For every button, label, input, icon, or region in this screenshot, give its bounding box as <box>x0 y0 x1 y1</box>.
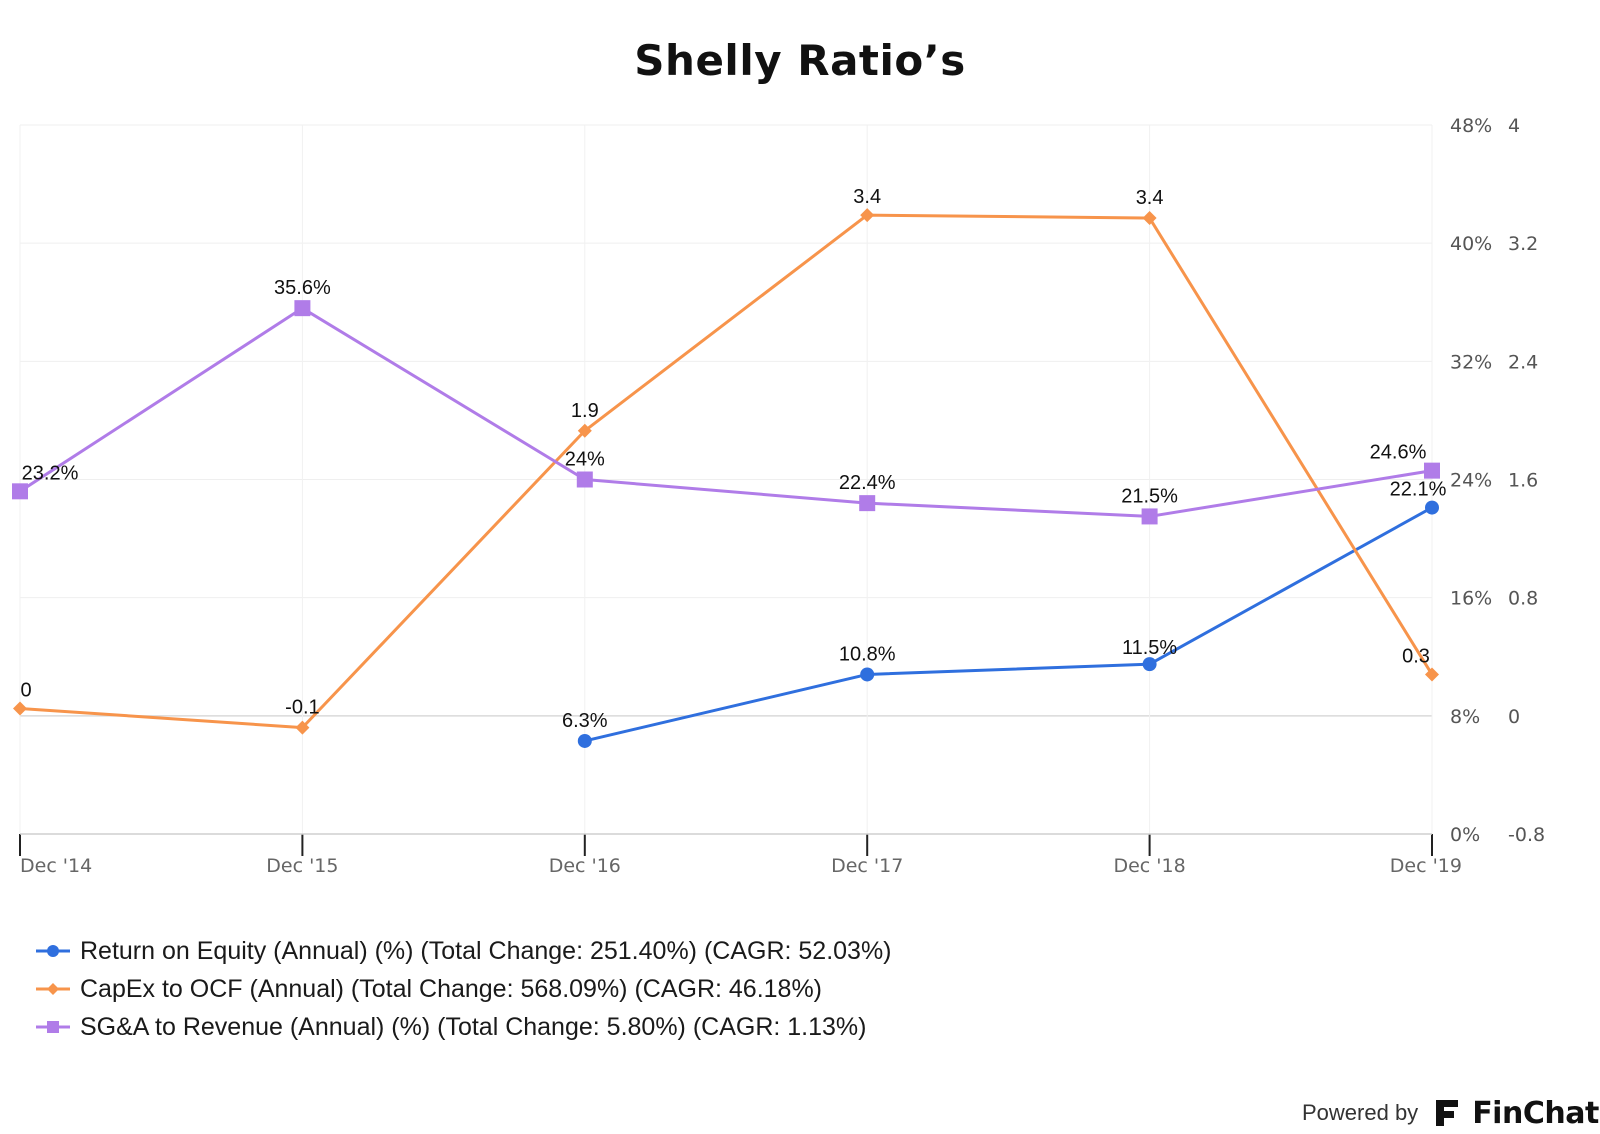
left-y-tick-label: 32% <box>1450 351 1492 373</box>
x-axis-tick-label: Dec '17 <box>831 855 903 877</box>
data-label: 10.8% <box>839 643 896 665</box>
legend-item[interactable]: SG&A to Revenue (Annual) (%) (Total Chan… <box>36 1008 892 1046</box>
data-label: 6.3% <box>562 710 608 732</box>
legend-item-label: CapEx to OCF (Annual) (Total Change: 568… <box>80 974 823 1003</box>
right-y-tick-label: 0 <box>1508 706 1520 728</box>
data-point <box>1424 462 1440 479</box>
right-y-tick-label: 4 <box>1508 115 1520 137</box>
legend-swatch-icon <box>36 983 70 995</box>
series-line <box>584 506 1433 743</box>
data-label: 11.5% <box>1122 637 1177 659</box>
data-label: 35.6% <box>274 277 331 299</box>
data-point <box>577 423 592 438</box>
right-y-tick-label: 2.4 <box>1508 351 1538 373</box>
chart-title: Shelly Ratio’s <box>634 36 966 85</box>
series-lines <box>12 208 1440 748</box>
finchat-logo-icon <box>1436 1100 1459 1126</box>
data-label: 23.2% <box>22 462 79 484</box>
legend: Return on Equity (Annual) (%) (Total Cha… <box>36 932 892 1046</box>
legend-swatch-icon <box>36 945 70 957</box>
data-label: 3.4 <box>1136 187 1164 209</box>
data-label: 22.4% <box>839 472 896 494</box>
x-axis-tick-label: Dec '18 <box>1113 855 1185 877</box>
data-point <box>13 701 27 716</box>
left-y-tick-label: 40% <box>1450 233 1492 255</box>
x-axis-tick-label: Dec '14 <box>20 855 92 877</box>
legend-item[interactable]: CapEx to OCF (Annual) (Total Change: 568… <box>36 970 892 1008</box>
x-axis-tick-label: Dec '15 <box>266 855 338 877</box>
data-point <box>860 208 875 223</box>
data-point <box>1425 500 1439 515</box>
data-label: 22.1% <box>1390 479 1447 501</box>
series-line <box>19 306 1433 518</box>
data-point <box>1142 211 1157 226</box>
data-label: 24% <box>565 449 605 471</box>
legend-item-label: SG&A to Revenue (Annual) (%) (Total Chan… <box>80 1012 867 1041</box>
data-point <box>577 733 592 748</box>
axes: 48% 4 40% 3.2 32% 2.4 24% 1.6 16% 0.8 8% 0 0% -0.8 Dec… <box>19 115 1545 877</box>
right-y-tick-label: -0.8 <box>1508 824 1545 846</box>
left-y-tick-label: 48% <box>1450 115 1492 137</box>
right-y-tick-label: 0.8 <box>1508 588 1538 610</box>
grid-lines <box>19 124 1433 835</box>
data-point <box>12 483 28 500</box>
data-point <box>294 300 311 317</box>
left-y-tick-label: 8% <box>1450 706 1480 728</box>
legend-swatch-icon <box>36 1021 70 1033</box>
data-point <box>576 471 593 488</box>
right-y-tick-label: 1.6 <box>1508 470 1538 492</box>
data-labels: 6.3% 10.8% 11.5% 22.1% 0 -0.1 1.9 3.4 3.4 0.3 23.2… <box>20 186 1446 732</box>
data-point <box>295 720 310 735</box>
finchat-brand-name: FinChat <box>1472 1095 1599 1131</box>
data-point <box>1425 667 1439 682</box>
data-point <box>859 495 876 512</box>
data-label: 24.6% <box>1370 442 1427 464</box>
x-axis-tick-label: Dec '19 <box>1390 855 1462 877</box>
x-axis-tick-label: Dec '16 <box>549 855 621 877</box>
legend-item-label: Return on Equity (Annual) (%) (Total Cha… <box>80 936 892 965</box>
right-y-tick-label: 3.2 <box>1508 233 1538 255</box>
data-label: 1.9 <box>571 400 599 422</box>
left-y-tick-label: 0% <box>1450 824 1480 846</box>
powered-by-footer: Powered by FinChat <box>1302 1093 1599 1133</box>
data-label: 0 <box>20 679 31 701</box>
data-label: 3.4 <box>853 186 881 208</box>
legend-item[interactable]: Return on Equity (Annual) (%) (Total Cha… <box>36 932 892 970</box>
data-label: 21.5% <box>1121 485 1178 507</box>
data-label: -0.1 <box>285 697 319 719</box>
series-line <box>19 213 1434 730</box>
data-point <box>1142 657 1157 672</box>
data-point <box>860 667 875 682</box>
left-y-tick-label: 16% <box>1450 588 1492 610</box>
powered-by-text: Powered by <box>1302 1100 1419 1125</box>
left-y-tick-label: 24% <box>1450 470 1492 492</box>
data-point <box>1141 508 1158 525</box>
data-label: 0.3 <box>1402 645 1430 667</box>
